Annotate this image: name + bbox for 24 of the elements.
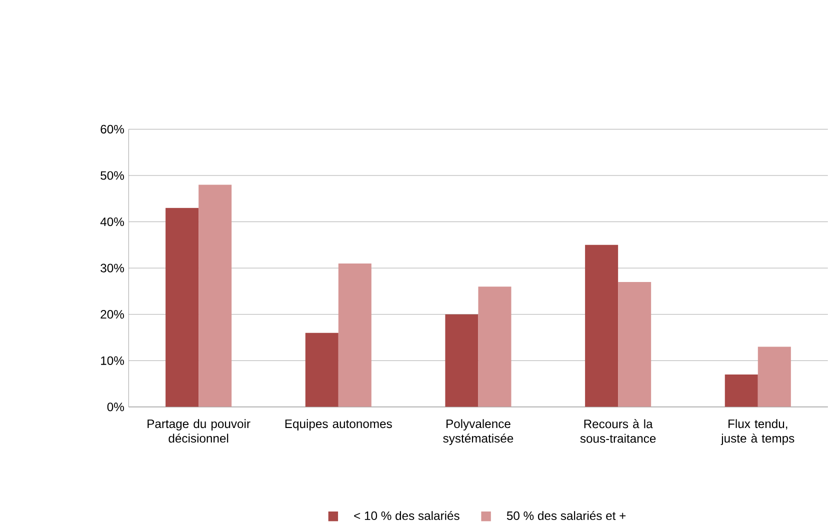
x-tick-label: Polyvalence systématisée <box>443 419 514 446</box>
bar <box>338 264 372 408</box>
bar <box>478 286 512 408</box>
x-tick-label: Recours à la sous-traitance <box>580 419 656 444</box>
y-tick-label: 30% <box>100 264 124 273</box>
y-tick-label: 0% <box>107 402 124 412</box>
y-tick-label: 40% <box>100 218 124 226</box>
bar <box>305 333 338 408</box>
bar <box>166 208 199 408</box>
bar <box>585 245 618 408</box>
bar <box>445 314 478 408</box>
bar <box>724 374 758 408</box>
y-tick-label: 60% <box>100 125 124 134</box>
y-tick-label: 50% <box>100 171 124 180</box>
x-tick-label: Partage du pouvoir décisionnel <box>148 419 250 443</box>
x-tick-label: Flux tendu, juste à temps <box>720 419 794 446</box>
bar <box>618 282 652 408</box>
y-tick-label: 10% <box>101 356 124 366</box>
legend-label: < 10 % des salariés <box>354 511 460 520</box>
x-tick-label: Equipes autonomes <box>285 419 392 431</box>
bar <box>198 184 232 408</box>
y-tick-label: 20% <box>100 310 124 319</box>
bar <box>758 346 791 408</box>
legend-label: 50 % des salariés et + <box>506 511 626 520</box>
